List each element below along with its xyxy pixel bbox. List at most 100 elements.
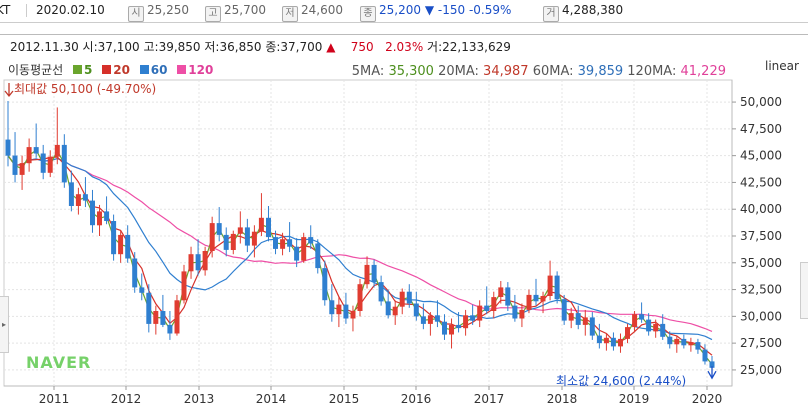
candle-body: [667, 336, 673, 345]
candle-body: [420, 316, 426, 324]
ma60-legend-label[interactable]: 60: [150, 63, 168, 77]
candle-body: [273, 237, 278, 249]
chart-frame: [0, 34, 808, 410]
candle-body: [596, 335, 602, 344]
candle-body: [575, 313, 581, 325]
ma-legend: 이동평균선 5 20 60 120: [8, 61, 213, 78]
candle-body: [484, 305, 490, 311]
candle-body: [463, 315, 469, 329]
candle-body: [371, 264, 377, 282]
candle-body: [82, 194, 88, 201]
ma5-swatch[interactable]: [73, 65, 83, 74]
scale-mode-toggle[interactable]: linear: [765, 59, 799, 73]
candle-body: [47, 156, 53, 173]
candle-body: [125, 234, 131, 259]
plot-area: [3, 79, 733, 387]
ma5-value: 35,300: [388, 64, 434, 79]
candle-body: [5, 139, 11, 156]
candle-body: [350, 311, 356, 319]
high-price: 고 25,700: [205, 3, 266, 22]
candle-body: [385, 301, 391, 316]
candle-body: [603, 337, 609, 344]
candle-body: [33, 147, 39, 154]
candle-body: [477, 305, 483, 321]
candle-body: [104, 211, 110, 221]
high-icon: 고: [205, 6, 221, 22]
candle-body: [512, 305, 518, 319]
candle-body: [329, 300, 335, 315]
x-tick-label: 2015: [329, 392, 360, 406]
ma60-line: [7, 155, 713, 341]
ticker-symbol: KT: [0, 3, 11, 17]
candle-body: [40, 153, 46, 173]
candle-body: [406, 291, 412, 304]
ma120-line: [7, 155, 713, 332]
scroll-left-button[interactable]: ▸: [0, 296, 9, 353]
ma120-legend-label[interactable]: 120: [188, 63, 214, 77]
candle-body: [674, 338, 680, 345]
ma-legend-title: 이동평균선: [8, 63, 64, 77]
candle-body: [68, 182, 74, 206]
candle-body: [470, 315, 476, 321]
up-arrow-icon: ▲: [326, 40, 336, 54]
candle-body: [547, 275, 553, 296]
candle-body: [202, 251, 208, 271]
candle-body: [19, 163, 25, 175]
candle-body: [660, 323, 666, 337]
candle-body: [449, 324, 454, 335]
candle-body: [188, 254, 194, 272]
candle-body: [427, 315, 433, 324]
candle-body: [336, 304, 342, 315]
candle-body: [111, 221, 117, 255]
min-arrow-icon: [707, 366, 717, 380]
candle-body: [223, 234, 229, 250]
candle-body: [209, 223, 215, 251]
ma20-legend-label[interactable]: 20: [113, 63, 130, 77]
summary-bar: KT 2020.02.10 시25,250 고25,700 저24,600 종2…: [0, 0, 808, 23]
candle-body: [498, 287, 504, 297]
naver-watermark: NAVER: [26, 353, 92, 372]
candle-body: [315, 243, 321, 269]
ma20-value: 34,987: [483, 64, 529, 79]
candle-body: [287, 239, 293, 247]
candle-body: [533, 294, 539, 302]
candle-body: [75, 194, 81, 206]
y-tick-label: 37,500: [740, 229, 782, 243]
quote-date: 2020.02.10: [36, 3, 105, 17]
candle-body: [266, 217, 271, 238]
candle-body: [174, 300, 180, 334]
candle-body: [280, 239, 286, 249]
candle-body: [399, 291, 405, 307]
candle-body: [216, 223, 222, 235]
x-tick-label: 2018: [547, 392, 578, 406]
y-tick-label: 45,000: [740, 149, 782, 163]
max-arrow-icon: [4, 83, 14, 98]
candle-body: [709, 361, 715, 368]
scroll-right-button[interactable]: [800, 262, 808, 319]
y-tick-label: 50,000: [740, 95, 782, 109]
candle-body: [343, 304, 349, 319]
candle-body: [237, 227, 243, 234]
candle-body: [618, 338, 623, 347]
candle-body: [230, 233, 236, 250]
candle-body: [378, 282, 384, 302]
candle-body: [442, 321, 447, 335]
ohlc-date: 2012.11.30: [10, 40, 79, 54]
volume-icon: 거: [543, 6, 559, 22]
candle-body: [561, 299, 567, 321]
ma120-swatch[interactable]: [177, 65, 187, 74]
candle-body: [413, 303, 419, 317]
open-price: 시 25,250: [128, 3, 189, 22]
candle-body: [646, 319, 652, 332]
candle-body: [308, 237, 314, 244]
down-arrow-icon: ▼: [424, 3, 435, 17]
ma60-swatch[interactable]: [139, 65, 149, 74]
ma20-swatch[interactable]: [102, 65, 112, 74]
candle-body: [456, 324, 462, 329]
ma5-legend-label[interactable]: 5: [84, 63, 93, 77]
candle-body: [294, 246, 300, 261]
open-icon: 시: [128, 6, 144, 22]
candle-body: [434, 315, 440, 322]
candle-body: [153, 311, 159, 324]
